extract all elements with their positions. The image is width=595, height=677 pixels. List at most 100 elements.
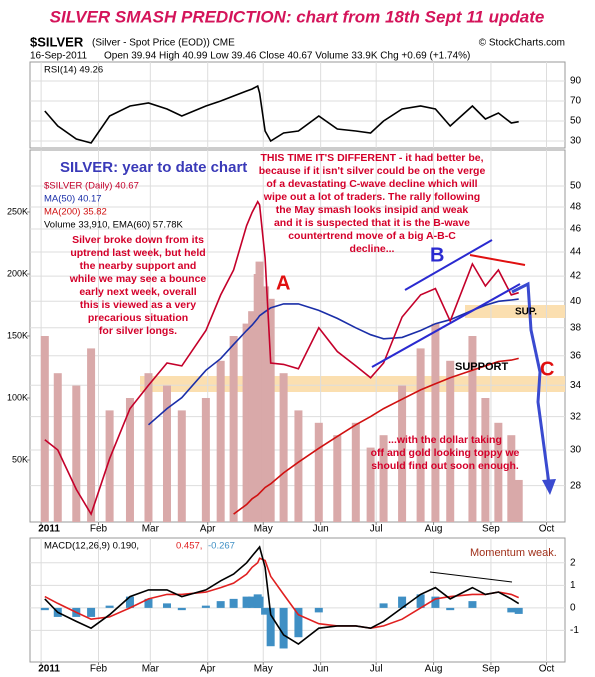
bar (431, 596, 440, 608)
note-line: should find out soon enough. (371, 460, 519, 472)
note-line: THIS TIME IT'S DIFFERENT - it had better… (260, 152, 483, 164)
note-line: this is viewed as a very (80, 299, 196, 311)
note-line: wipe out a lot of traders. The rally fol… (263, 191, 480, 203)
y-tick-label: 40 (570, 296, 582, 307)
y2-tick-label: 100K (7, 392, 28, 402)
rsi-panel (29, 61, 566, 149)
note-line: for silver longs. (99, 325, 177, 337)
plot (27, 62, 565, 665)
quote: Open 39.94 High 40.99 Low 39.46 Close 40… (104, 51, 470, 62)
note-line: uptrend last week, but held (70, 247, 205, 259)
bar (177, 607, 186, 611)
bar (494, 422, 503, 522)
bar (125, 398, 134, 522)
bar (40, 336, 49, 522)
series-line (44, 200, 519, 517)
y-tick-label: 70 (570, 96, 582, 107)
wave-label: C (540, 358, 554, 380)
bar (398, 596, 407, 608)
y-tick-label: 30 (570, 445, 582, 456)
y-tick-label: 90 (570, 76, 582, 87)
note-line: the May smash looks insipid and weak (276, 204, 469, 216)
heading: SILVER: year to date chart (60, 159, 247, 176)
x-tick-label: Jun (313, 524, 329, 535)
bar (279, 373, 288, 522)
x-tick-label: 2011 (38, 524, 60, 535)
x-tick-label: Mar (142, 664, 160, 675)
x-tick-label: Sep (482, 664, 500, 675)
bar (266, 298, 275, 522)
x-tick-label: Apr (200, 524, 216, 535)
bar (333, 435, 342, 522)
legend-label: Volume 33,910, EMA(60) 57.78K (44, 220, 184, 231)
bar (507, 607, 516, 613)
note-line: early next week, overall (79, 286, 196, 298)
x-tick-label: Apr (200, 664, 216, 675)
y-tick-label: 36 (570, 350, 582, 361)
wave-label: B (430, 244, 444, 266)
legend-label: MACD(12,26,9) 0.190, (44, 541, 139, 552)
bar (162, 603, 171, 608)
bar (242, 596, 251, 608)
legend-label: 0.457, (176, 541, 202, 552)
left-note: Silver broke down from its uptrend last … (69, 234, 207, 337)
wave-label: A (276, 272, 290, 294)
y2-tick-label: 150K (7, 330, 28, 340)
bar (216, 601, 225, 608)
support-band (140, 376, 565, 392)
bar (105, 410, 114, 522)
note-line: precarious situation (88, 312, 188, 324)
bar (261, 286, 270, 522)
series-line (44, 84, 519, 144)
x-tick-label: Feb (90, 524, 108, 535)
y2-tick-label: 250K (7, 206, 28, 216)
momentum-line (429, 571, 513, 583)
note-line: while we may see a bounce (69, 273, 207, 285)
bar (431, 323, 440, 522)
macd-panel (29, 537, 566, 663)
bar (416, 348, 425, 522)
bar (468, 336, 477, 522)
bar (144, 373, 153, 522)
bar (446, 360, 455, 522)
legend-label: -0.267 (208, 541, 235, 552)
x-tick-label: Feb (90, 664, 108, 675)
bar (144, 598, 153, 608)
arrow-head (542, 479, 556, 495)
bar (105, 605, 114, 608)
bar (261, 607, 270, 615)
bar (366, 447, 375, 522)
note-line: of a devastating C-wave decline which wi… (266, 178, 477, 190)
dollar-note: ...with the dollar taking off and gold l… (371, 434, 520, 472)
bar (248, 596, 257, 608)
y-tick-label: 38 (570, 322, 582, 333)
y-tick-label: -1 (570, 625, 579, 636)
legend-label: MA(200) 35.82 (44, 207, 107, 218)
support-label: SUPPORT (455, 361, 508, 373)
bar (266, 607, 275, 647)
bar (379, 603, 388, 608)
bar (255, 261, 264, 522)
bar (481, 398, 490, 522)
bar (229, 336, 238, 522)
y-tick-label: 32 (570, 411, 582, 422)
x-tick-label: Sep (482, 524, 500, 535)
y-tick-label: 48 (570, 202, 582, 213)
momentum-label: Momentum weak. (470, 547, 557, 559)
channel-lower (371, 283, 521, 368)
y-tick-label: 1 (570, 580, 576, 591)
note-line: off and gold looking toppy we (371, 447, 520, 459)
bar (53, 373, 62, 522)
projection-arrow (511, 281, 551, 485)
bar (87, 607, 96, 617)
bar (294, 410, 303, 522)
series-line (233, 357, 519, 515)
x-tick-label: May (254, 664, 273, 675)
note-line: ...with the dollar taking (388, 434, 502, 446)
bar (255, 596, 264, 608)
resistance-line (469, 254, 526, 266)
series-line (147, 298, 519, 426)
sup-band (465, 305, 565, 318)
x-tick-label: Jun (313, 664, 329, 675)
